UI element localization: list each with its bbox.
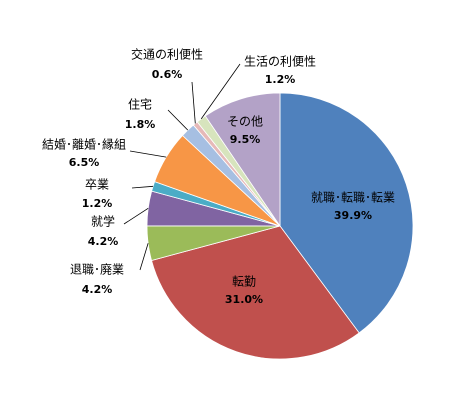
- leader-line: [139, 243, 149, 271]
- slice-value-label: 31.0%: [225, 293, 263, 306]
- leader-line: [191, 81, 196, 124]
- pie-slice: [279, 92, 414, 334]
- slice-value-label: 0.6%: [152, 68, 183, 81]
- leader-line: [123, 207, 149, 225]
- leader-line: [200, 63, 241, 120]
- slice-label: 就職･転職･転業: [311, 191, 395, 205]
- leader-line: [129, 150, 167, 158]
- slice-label: 交通の利便性: [131, 47, 203, 62]
- slice-label: 結婚･離婚･縁組: [42, 137, 126, 152]
- slice-value-label: 4.2%: [82, 283, 113, 296]
- slice-label: 退職･廃業: [70, 262, 124, 277]
- slice-label: 就学: [91, 214, 115, 229]
- pie-slice: [204, 92, 281, 228]
- leader-line: [167, 109, 189, 131]
- slice-label: 住宅: [128, 97, 152, 112]
- slice-value-label: 1.2%: [82, 197, 113, 210]
- slice-value-label: 1.2%: [265, 73, 296, 86]
- slice-label: 生活の利便性: [244, 55, 316, 69]
- slice-value-label: 6.5%: [69, 156, 100, 169]
- slice-label: 卒業: [85, 178, 109, 192]
- slice-value-label: 4.2%: [88, 235, 119, 248]
- slice-value-label: 39.9%: [334, 209, 372, 222]
- pie-slice: [151, 225, 360, 360]
- slice-label: その他: [227, 115, 263, 129]
- leader-line: [131, 185, 154, 189]
- slice-value-label: 9.5%: [230, 133, 261, 146]
- slice-label: 転勤: [232, 275, 256, 289]
- slice-value-label: 1.8%: [125, 118, 156, 131]
